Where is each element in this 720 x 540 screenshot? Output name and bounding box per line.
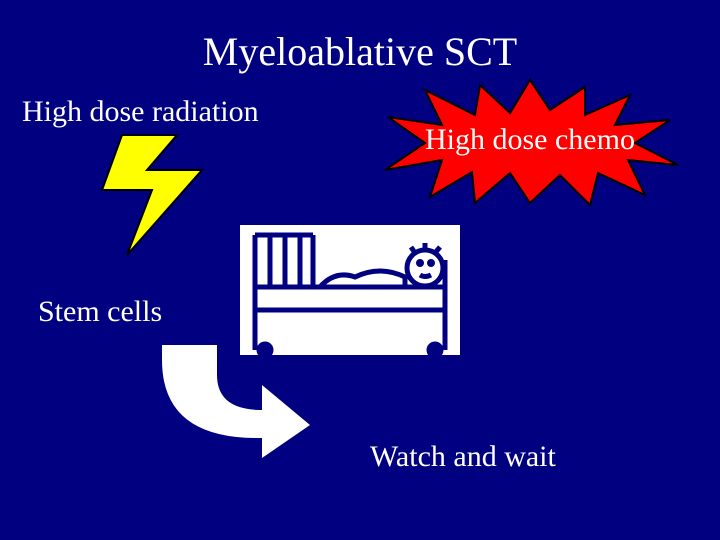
curved-arrow-icon — [142, 340, 312, 460]
watch-wait-label: Watch and wait — [370, 440, 556, 474]
slide-title: Myeloablative SCT — [0, 28, 720, 75]
stemcells-label: Stem cells — [38, 295, 162, 329]
chemo-label: High dose chemo — [425, 123, 635, 157]
radiation-label: High dose radiation — [22, 95, 259, 129]
lightning-bolt-icon — [92, 130, 232, 260]
